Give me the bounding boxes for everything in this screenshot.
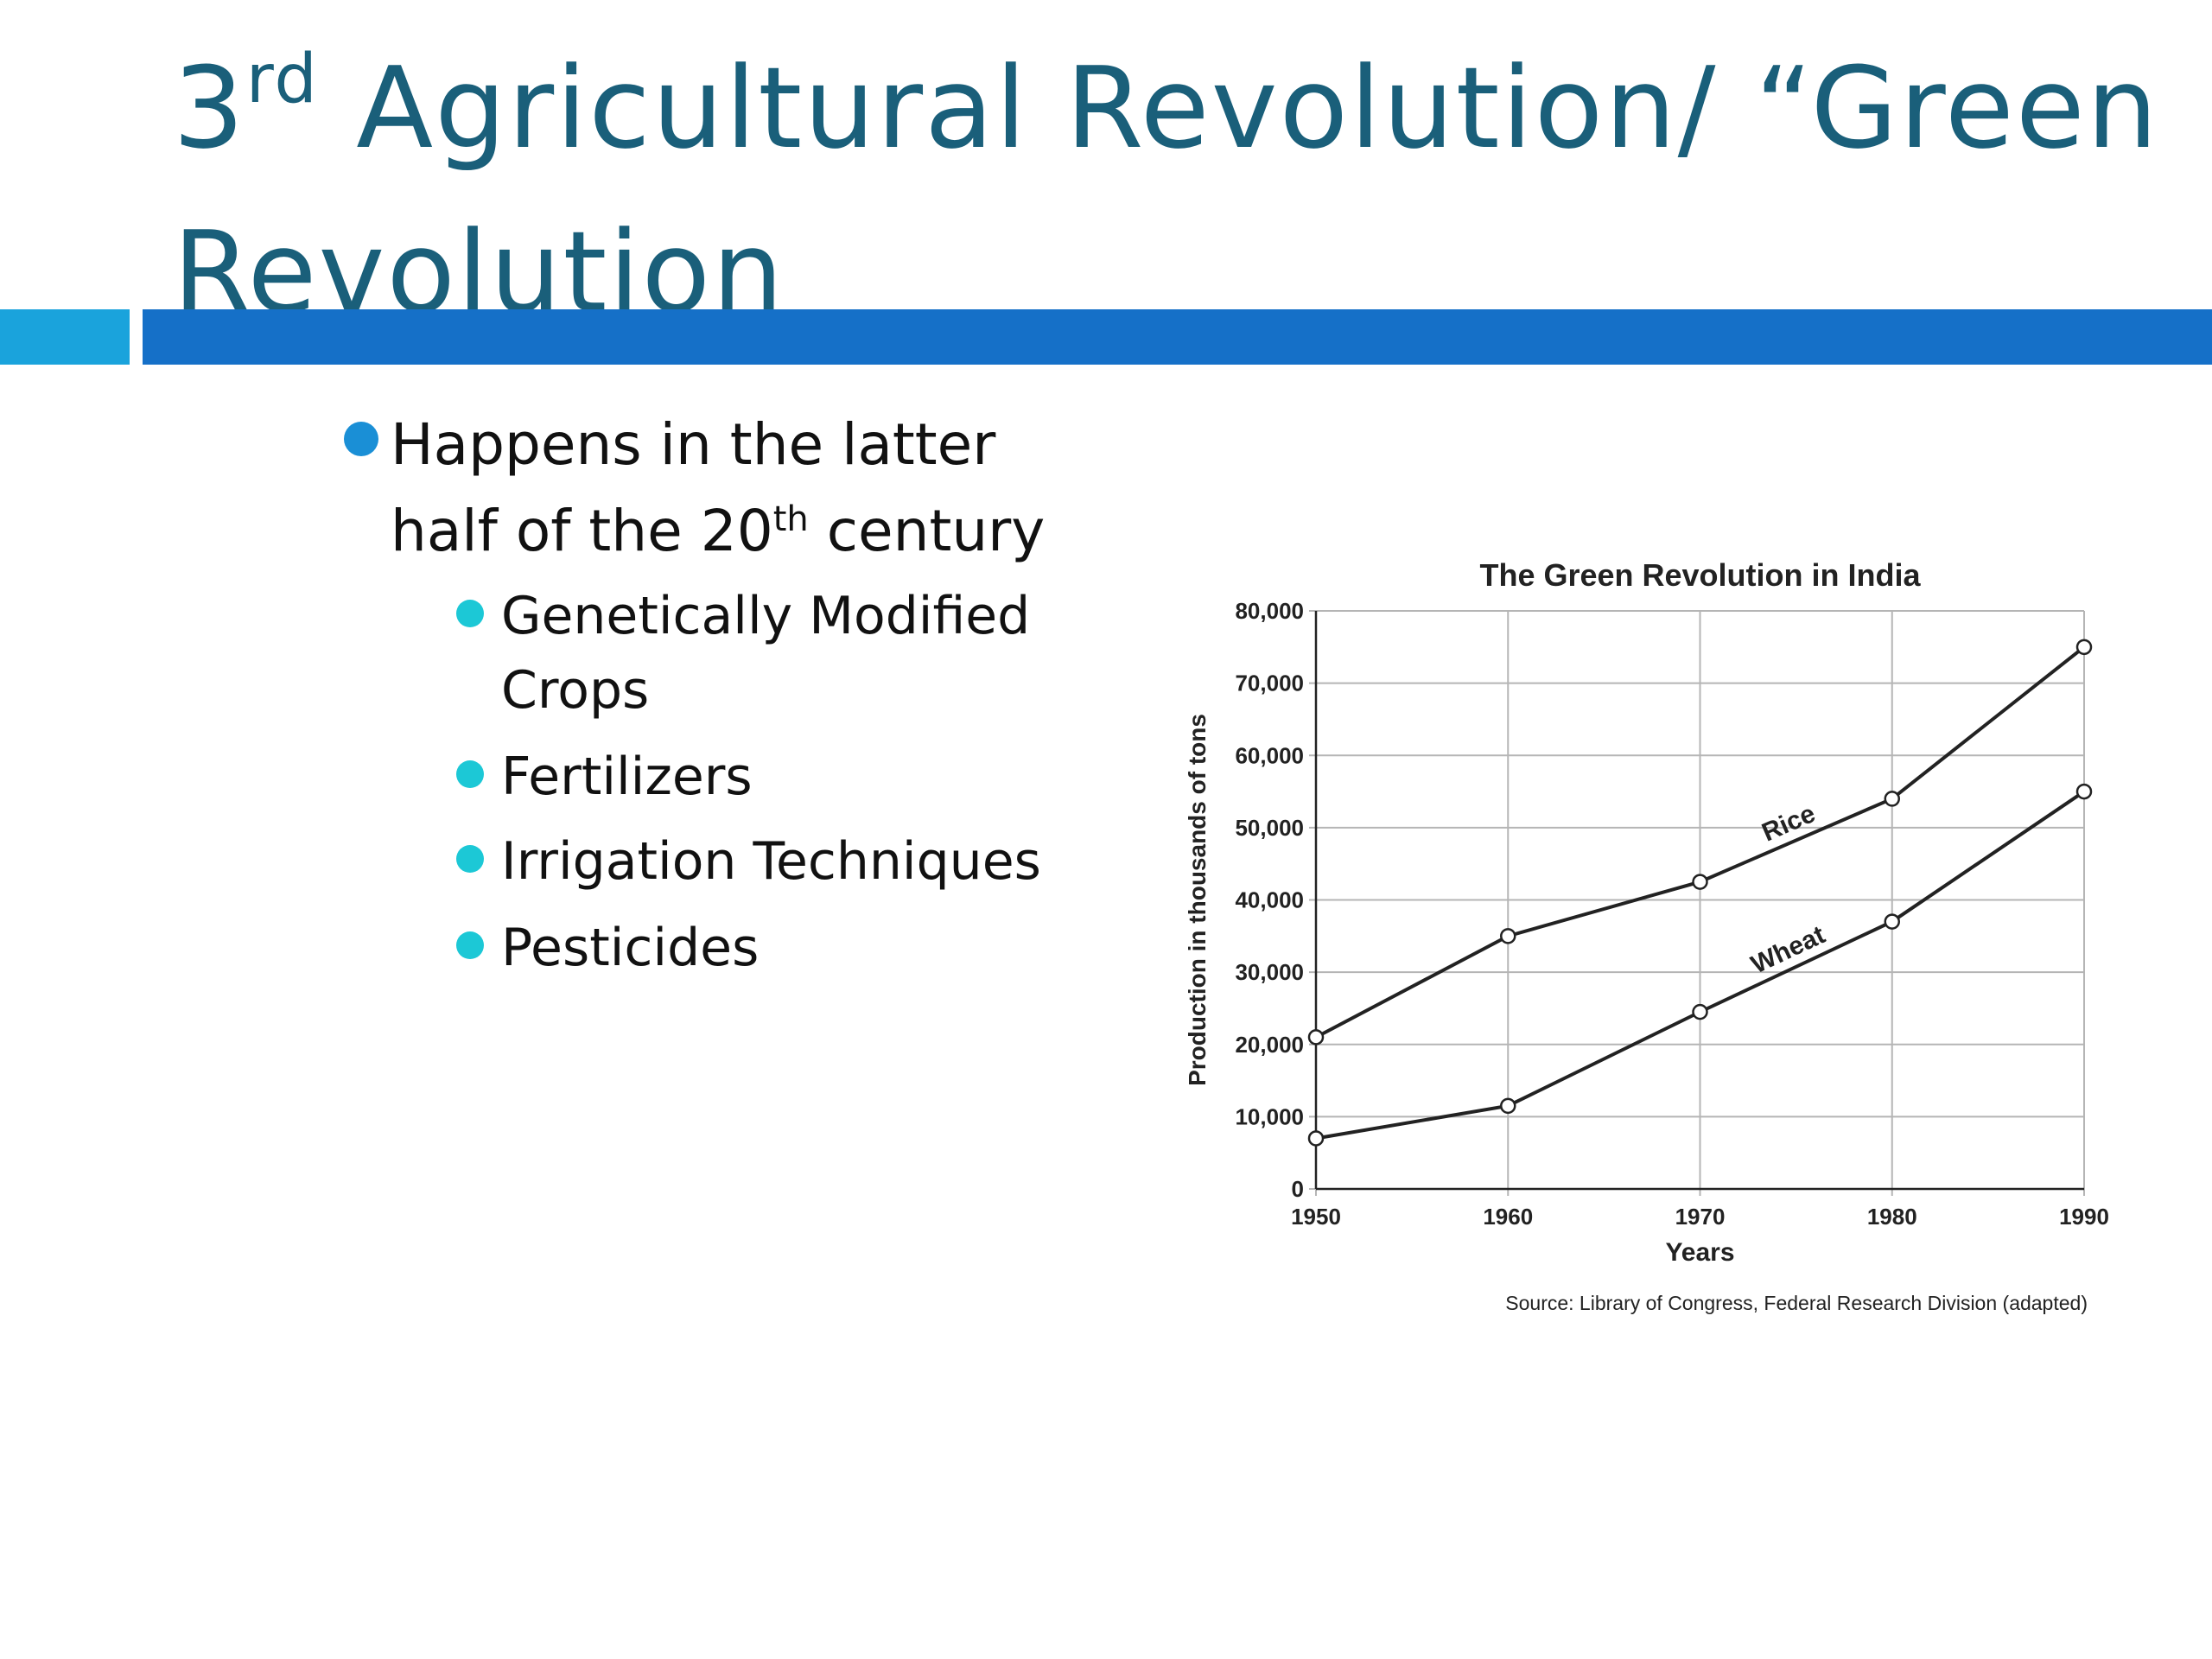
- sub-bullet: Genetically Modified Crops: [501, 586, 1031, 721]
- sub-bullet-dot: [456, 931, 484, 959]
- y-tick-label: 30,000: [1235, 959, 1304, 985]
- bullet-list: Happens in the latter half of the 20th c…: [0, 0, 1123, 1037]
- main-bullet: Happens in the latter half of the 20th c…: [391, 402, 1082, 575]
- sub-bullet: Irrigation Techniques: [501, 831, 1041, 892]
- x-tick-label: 1960: [1483, 1204, 1533, 1230]
- y-tick-label: 10,000: [1235, 1103, 1304, 1129]
- source-note: Source: Library of Congress, Federal Res…: [1505, 1292, 2088, 1314]
- data-point-wheat: [1307, 1130, 1325, 1147]
- y-tick-label: 0: [1292, 1176, 1304, 1202]
- x-axis-label: Years: [1665, 1238, 1734, 1267]
- chart-svg: 0 10,000 20,000 30,000 40,000 50,000 60,000 70,…: [1184, 557, 2109, 1314]
- sub-bullet-dot: [456, 760, 484, 788]
- title-underline-bar: [143, 309, 2212, 365]
- line-chart: 0 10,000 20,000 30,000 40,000 50,000 60,000 70,…: [1158, 544, 2152, 1339]
- x-tick-label: 1950: [1291, 1204, 1341, 1230]
- y-tick-label: 20,000: [1235, 1032, 1304, 1058]
- data-point-wheat: [1500, 1097, 1516, 1115]
- y-tick-label: 60,000: [1235, 742, 1304, 768]
- sub-bullet-dot: [456, 845, 484, 873]
- y-tick-label: 80,000: [1235, 598, 1304, 624]
- x-tick-label: 1970: [1675, 1204, 1726, 1230]
- x-tick-label: 1980: [1867, 1204, 1917, 1230]
- data-point-wheat: [1884, 913, 1900, 930]
- main-bullet-text: Happens in the latter half of the 20: [391, 411, 996, 564]
- y-axis-label: Production in thousands of tons: [1184, 714, 1211, 1086]
- y-tick-label: 50,000: [1235, 815, 1304, 841]
- data-point-wheat: [2075, 783, 2093, 800]
- main-bullet-text-end: century: [808, 498, 1046, 564]
- data-point-wheat: [1692, 1003, 1708, 1020]
- bullet-dot: [344, 422, 378, 456]
- data-point-rice: [1307, 1029, 1325, 1046]
- chart-title: The Green Revolution in India: [1479, 557, 1921, 593]
- y-tick-label: 40,000: [1235, 887, 1304, 913]
- sub-bullet-dot: [456, 600, 484, 627]
- title-accent-bar: [0, 309, 130, 365]
- title-superscript: rd: [245, 40, 319, 118]
- data-point-rice: [1500, 928, 1516, 944]
- data-point-rice: [1692, 874, 1708, 890]
- title-prefix: 3: [173, 42, 246, 174]
- series-label-rice: Rice: [1758, 799, 1819, 847]
- data-point-rice: [2075, 639, 2093, 656]
- x-tick-label: 1990: [2059, 1204, 2109, 1230]
- sub-bullet: Pesticides: [501, 918, 760, 978]
- main-bullet-superscript: th: [772, 499, 809, 539]
- sub-bullet: Fertilizers: [501, 747, 753, 807]
- y-tick-label: 70,000: [1235, 671, 1304, 696]
- data-point-rice: [1884, 791, 1900, 807]
